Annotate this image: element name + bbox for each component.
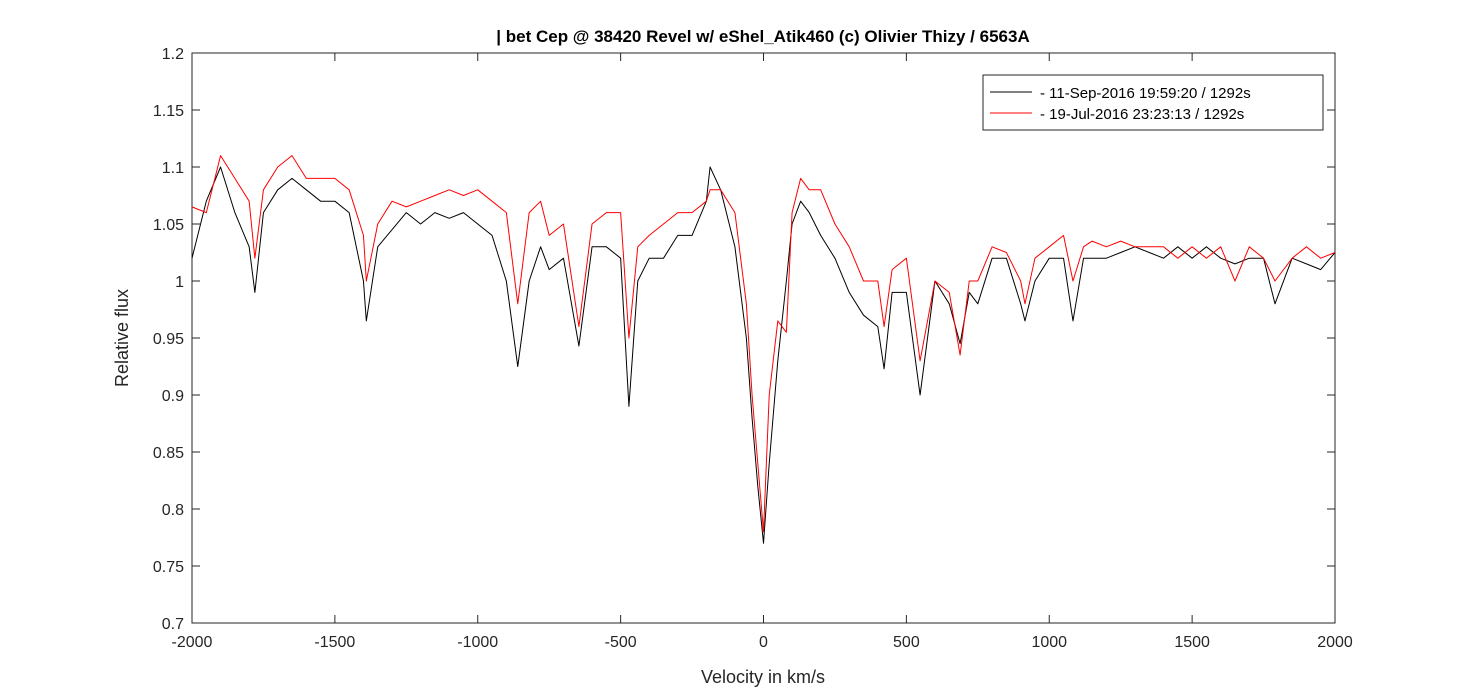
y-tick-label: 1.1	[162, 160, 184, 177]
x-tick-label: -500	[605, 634, 637, 651]
x-axis-label: Velocity in km/s	[701, 667, 825, 687]
x-tick-label: 1500	[1174, 634, 1210, 651]
legend-label: - 11-Sep-2016 19:59:20 / 1292s	[1040, 85, 1251, 102]
x-tick-label: 1000	[1031, 634, 1067, 651]
y-tick-label: 0.95	[153, 331, 184, 348]
y-axis-label: Relative flux	[112, 289, 132, 387]
x-tick-label: 0	[759, 634, 768, 651]
x-tick-label: -2000	[172, 634, 213, 651]
series-line	[191, 166, 1336, 544]
legend-box	[982, 74, 1324, 131]
y-tick-label: 1.05	[153, 217, 184, 234]
lines	[191, 155, 1336, 544]
y-tick-label: 0.9	[162, 388, 184, 405]
chart-title: | bet Cep @ 38420 Revel w/ eShel_Atik460…	[496, 27, 1029, 46]
x-tick-label: -1500	[314, 634, 355, 651]
series-line	[191, 155, 1336, 533]
x-tick-label: 500	[893, 634, 920, 651]
y-tick-label: 1	[175, 274, 184, 291]
y-tick-label: 0.8	[162, 502, 184, 519]
y-tick-label: 0.7	[162, 616, 184, 633]
y-tick-label: 0.85	[153, 445, 184, 462]
legend-label: - 19-Jul-2016 23:23:13 / 1292s	[1040, 106, 1244, 123]
y-tick-label: 1.2	[162, 46, 184, 63]
y-tick-label: 0.75	[153, 559, 184, 576]
x-tick-label: -1000	[457, 634, 498, 651]
x-tick-label: 2000	[1317, 634, 1353, 651]
y-tick-label: 1.15	[153, 103, 184, 120]
